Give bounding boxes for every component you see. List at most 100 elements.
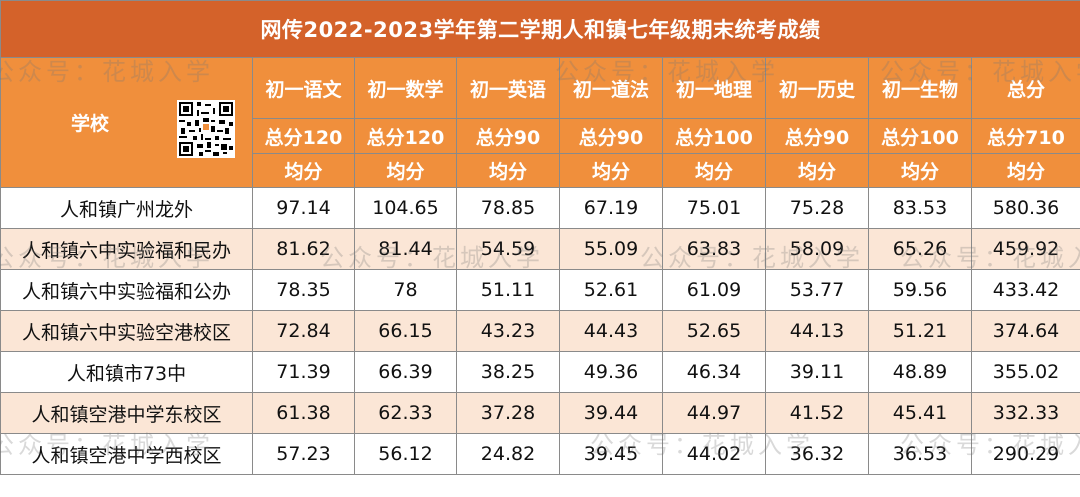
score-cell: 51.21 [868,310,972,352]
full-mark-cell: 总分120 [354,118,457,154]
full-mark-cell: 总分90 [765,118,869,154]
score-cell: 45.41 [868,392,972,434]
score-cell: 37.28 [456,392,560,434]
score-cell: 49.36 [559,351,663,393]
score-cell: 66.15 [354,310,457,352]
subject-header-math: 初一数学 [354,57,457,119]
metric-cell: 均分 [456,153,560,188]
score-cell: 72.84 [252,310,355,352]
school-name-cell: 人和镇空港中学西校区 [0,433,253,475]
metric-cell: 均分 [559,153,663,188]
score-cell: 67.19 [559,187,663,229]
school-name-cell: 人和镇六中实验空港校区 [0,310,253,352]
subject-header-geography: 初一地理 [662,57,766,119]
table-title: 网传2022-2023学年第二学期人和镇七年级期末统考成绩 [0,0,1080,58]
score-cell: 52.61 [559,269,663,311]
total-score-cell: 355.02 [970,351,1080,393]
score-cell: 56.12 [354,433,457,475]
school-header-cell: 学校 [0,57,253,188]
school-header-label: 学校 [71,113,110,135]
full-mark-cell: 总分100 [662,118,766,154]
full-mark-cell: 总分100 [868,118,972,154]
table-row: 人和镇六中实验福和公办 78.35 78 51.11 52.61 61.09 5… [0,269,1080,311]
score-cell: 44.97 [662,392,766,434]
score-cell: 78.35 [252,269,355,311]
score-cell: 24.82 [456,433,560,475]
score-cell: 55.09 [559,228,663,270]
score-cell: 61.38 [252,392,355,434]
metric-cell: 均分 [970,153,1080,188]
full-mark-cell: 总分120 [252,118,355,154]
subject-header-chinese: 初一语文 [252,57,355,119]
subject-header-history: 初一历史 [765,57,869,119]
score-cell: 104.65 [354,187,457,229]
score-cell: 54.59 [456,228,560,270]
table-row: 人和镇六中实验福和民办 81.62 81.44 54.59 55.09 63.8… [0,228,1080,270]
score-cell: 39.45 [559,433,663,475]
table-row: 人和镇六中实验空港校区 72.84 66.15 43.23 44.43 52.6… [0,310,1080,352]
score-cell: 65.26 [868,228,972,270]
score-cell: 63.83 [662,228,766,270]
score-cell: 78 [354,269,457,311]
score-cell: 46.34 [662,351,766,393]
total-score-cell: 580.36 [970,187,1080,229]
score-cell: 44.43 [559,310,663,352]
score-cell: 59.56 [868,269,972,311]
score-cell: 81.44 [354,228,457,270]
score-cell: 71.39 [252,351,355,393]
score-cell: 39.11 [765,351,869,393]
score-cell: 75.01 [662,187,766,229]
full-mark-cell: 总分90 [456,118,560,154]
score-cell: 62.33 [354,392,457,434]
qr-code-icon [177,100,235,158]
score-cell: 83.53 [868,187,972,229]
score-cell: 48.89 [868,351,972,393]
score-cell: 57.23 [252,433,355,475]
school-name-cell: 人和镇市73中 [0,351,253,393]
score-cell: 44.02 [662,433,766,475]
score-cell: 61.09 [662,269,766,311]
table-row: 人和镇空港中学西校区 57.23 56.12 24.82 39.45 44.02… [0,433,1080,475]
school-name-cell: 人和镇六中实验福和公办 [0,269,253,311]
score-cell: 41.52 [765,392,869,434]
table-body: 人和镇广州龙外 97.14 104.65 78.85 67.19 75.01 7… [0,187,1080,475]
total-score-cell: 332.33 [970,392,1080,434]
metric-cell: 均分 [868,153,972,188]
score-cell: 39.44 [559,392,663,434]
school-name-cell: 人和镇空港中学东校区 [0,392,253,434]
subject-header-total: 总分 [970,57,1080,119]
score-cell: 58.09 [765,228,869,270]
subject-header-english: 初一英语 [456,57,560,119]
score-cell: 44.13 [765,310,869,352]
score-cell: 78.85 [456,187,560,229]
score-table: 网传2022-2023学年第二学期人和镇七年级期末统考成绩 学校 [0,0,1080,475]
total-score-cell: 290.29 [970,433,1080,475]
score-cell: 53.77 [765,269,869,311]
score-cell: 43.23 [456,310,560,352]
table-row: 人和镇市73中 71.39 66.39 38.25 49.36 46.34 39… [0,351,1080,393]
score-cell: 36.53 [868,433,972,475]
total-score-cell: 459.92 [970,228,1080,270]
total-score-cell: 433.42 [970,269,1080,311]
school-name-cell: 人和镇六中实验福和民办 [0,228,253,270]
score-cell: 66.39 [354,351,457,393]
score-cell: 51.11 [456,269,560,311]
subject-header-biology: 初一生物 [868,57,972,119]
score-cell: 52.65 [662,310,766,352]
table-row: 人和镇广州龙外 97.14 104.65 78.85 67.19 75.01 7… [0,187,1080,229]
score-cell: 75.28 [765,187,869,229]
metric-cell: 均分 [662,153,766,188]
score-cell: 97.14 [252,187,355,229]
metric-cell: 均分 [252,153,355,188]
school-name-cell: 人和镇广州龙外 [0,187,253,229]
full-mark-cell: 总分710 [970,118,1080,154]
score-cell: 36.32 [765,433,869,475]
metric-cell: 均分 [354,153,457,188]
table-row: 人和镇空港中学东校区 61.38 62.33 37.28 39.44 44.97… [0,392,1080,434]
metric-cell: 均分 [765,153,869,188]
score-cell: 38.25 [456,351,560,393]
subject-header-morality-law: 初一道法 [559,57,663,119]
total-score-cell: 374.64 [970,310,1080,352]
score-cell: 81.62 [252,228,355,270]
